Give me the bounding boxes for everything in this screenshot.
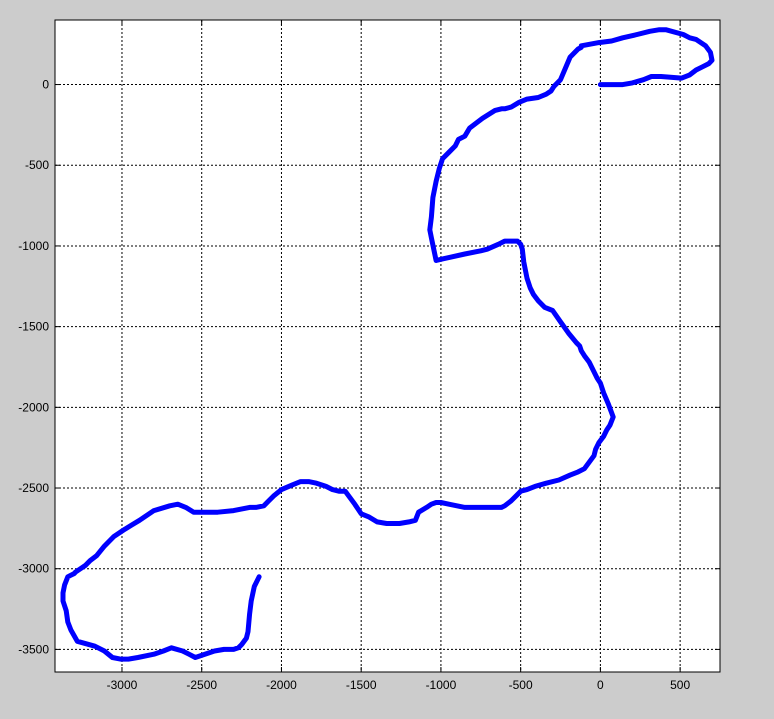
y-tick-label: -2500 bbox=[18, 481, 49, 495]
y-tick-label: -3000 bbox=[18, 562, 49, 576]
x-tick-label: -2500 bbox=[186, 678, 217, 692]
x-tick-label: -1000 bbox=[426, 678, 457, 692]
y-tick-label: -3500 bbox=[18, 642, 49, 656]
series-layer bbox=[60, 27, 715, 662]
y-tick-label: -1000 bbox=[18, 239, 49, 253]
x-tick-label: -3000 bbox=[107, 678, 138, 692]
x-tick-label: 0 bbox=[597, 678, 604, 692]
y-tick-label: -500 bbox=[25, 158, 49, 172]
x-tick-label: 500 bbox=[670, 678, 690, 692]
y-tick-label: 0 bbox=[42, 78, 49, 92]
x-tick-label: -500 bbox=[509, 678, 533, 692]
axes-box bbox=[54, 19, 721, 673]
axis-ticks bbox=[55, 20, 720, 672]
x-tick-label: -1500 bbox=[346, 678, 377, 692]
series-line bbox=[60, 27, 715, 662]
y-tick-label: -2000 bbox=[18, 400, 49, 414]
plot-area bbox=[55, 20, 720, 672]
grid-lines bbox=[55, 20, 720, 672]
y-tick-label: -1500 bbox=[18, 320, 49, 334]
y-tick-labels: 0 -500 -1000 -1500 -2000 -2500 -3000 -3500 bbox=[18, 78, 49, 657]
x-tick-labels: -3000 -2500 -2000 -1500 -1000 -500 0 500 bbox=[107, 678, 691, 692]
x-tick-label: -2000 bbox=[266, 678, 297, 692]
